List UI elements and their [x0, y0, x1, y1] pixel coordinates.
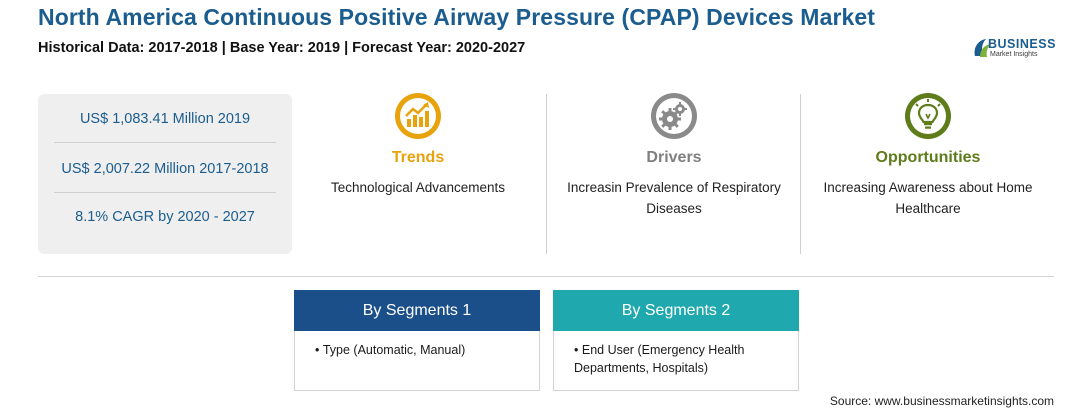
stat-cagr: 8.1% CAGR by 2020 - 2027 [75, 209, 255, 225]
growth-chart-icon [395, 93, 441, 139]
segment-2-title: By Segments 2 [553, 290, 799, 331]
column-divider [546, 94, 547, 254]
stat-historical-value: US$ 2,007.22 Million 2017-2018 [61, 161, 269, 177]
trends-text: Technological Advancements [330, 180, 506, 195]
stat-divider [54, 192, 276, 193]
bullet-icon: • [315, 343, 323, 357]
segment-2-item: End User (Emergency Health Departments, … [574, 343, 745, 375]
report-title: North America Continuous Positive Airway… [38, 4, 876, 30]
segment-card-2: By Segments 2 • End User (Emergency Heal… [553, 290, 799, 391]
opportunities-text: Increasing Awareness about Home Healthca… [823, 180, 1033, 216]
drivers-column: Drivers Increasin Prevalence of Respirat… [549, 92, 799, 257]
segment-1-title: By Segments 1 [294, 290, 540, 331]
opportunities-label: Opportunities [875, 149, 981, 166]
report-subtitle: Historical Data: 2017-2018 | Base Year: … [38, 40, 526, 56]
gears-icon [651, 93, 697, 139]
drivers-label: Drivers [646, 149, 702, 166]
segment-2-list: • End User (Emergency Health Departments… [574, 341, 786, 377]
trends-label: Trends [391, 149, 445, 166]
bullet-icon: • [574, 343, 582, 357]
section-divider [38, 276, 1054, 277]
stat-divider [54, 142, 276, 143]
opportunities-column: Opportunities Increasing Awareness about… [803, 92, 1053, 257]
logo-tagline: Market Insights [990, 51, 1038, 58]
trends-column: Trends Technological Advancements [293, 92, 543, 257]
logo-name: BUSINESS [988, 37, 1056, 51]
segment-card-1: By Segments 1 • Type (Automatic, Manual) [294, 290, 540, 391]
column-divider [800, 94, 801, 254]
lightbulb-icon [905, 93, 951, 139]
drivers-text: Increasin Prevalence of Respiratory Dise… [567, 180, 781, 216]
segment-1-list: • Type (Automatic, Manual) [315, 341, 527, 359]
logo-mark-icon [974, 39, 991, 57]
key-stats-panel: US$ 1,083.41 Million 2019 US$ 2,007.22 M… [38, 94, 292, 254]
stat-market-value: US$ 1,083.41 Million 2019 [79, 111, 251, 127]
segment-1-item: Type (Automatic, Manual) [322, 343, 466, 357]
company-logo: BUSINESS Market Insights [972, 36, 1064, 62]
source-note: Source: www.businessmarketinsights.com [829, 394, 1054, 408]
